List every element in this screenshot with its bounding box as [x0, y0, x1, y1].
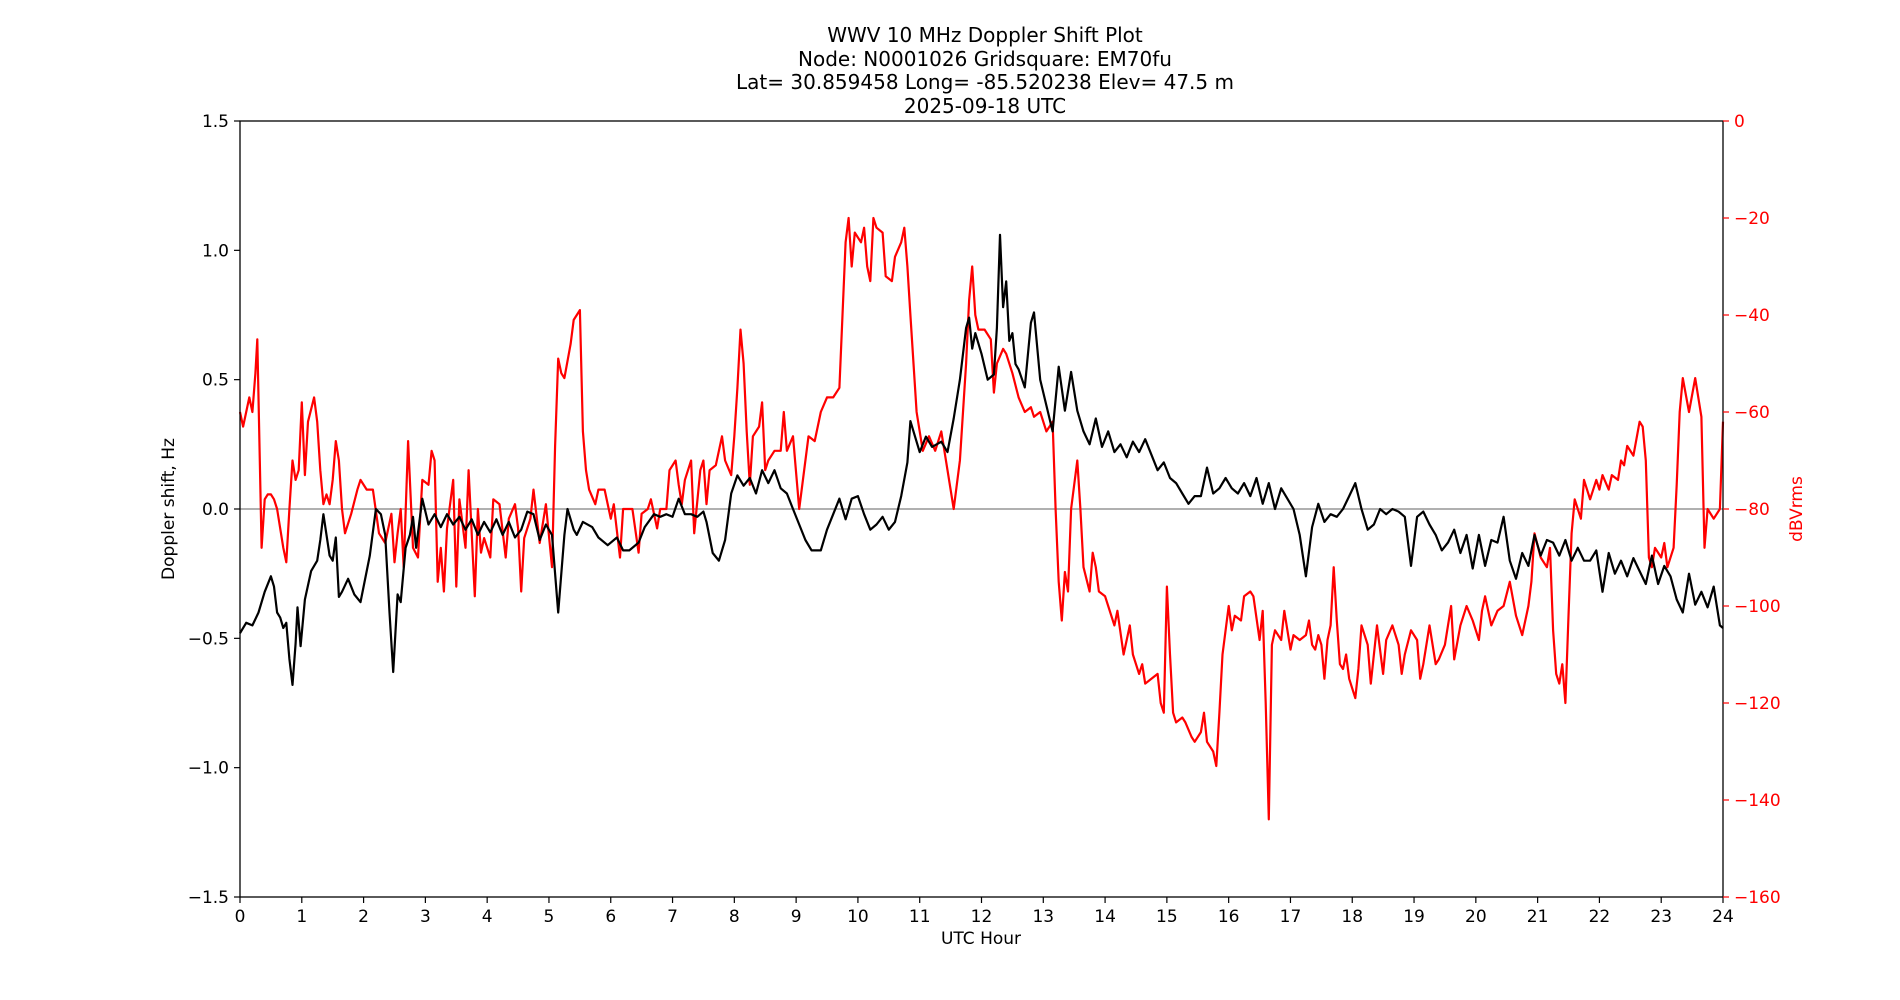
- y2-tick-label: −60: [1734, 403, 1770, 423]
- x-tick-label: 13: [1032, 907, 1054, 927]
- doppler-shift-line: [239, 233, 1724, 686]
- left-y-axis-ticks: 1.5 1.0 0.5 0.0 −0.5 −1.0 −1.5: [188, 112, 240, 908]
- x-tick-label: 20: [1465, 907, 1487, 927]
- x-tick-label: 11: [909, 907, 931, 927]
- y2-tick-label: −140: [1734, 791, 1781, 811]
- y2-axis-label: dBVrms: [1787, 476, 1807, 542]
- x-tick-label: 7: [667, 907, 678, 927]
- x-tick-label: 0: [235, 907, 246, 927]
- y-tick-label: −0.5: [188, 629, 229, 649]
- y-tick-label: 0.0: [202, 500, 229, 520]
- y2-tick-label: −100: [1734, 597, 1781, 617]
- x-tick-label: 18: [1341, 907, 1363, 927]
- x-tick-label: 3: [420, 907, 431, 927]
- x-tick-label: 5: [544, 907, 555, 927]
- y-tick-label: −1.5: [188, 888, 229, 908]
- series-layer: [238, 216, 1725, 821]
- x-tick-label: 22: [1589, 907, 1611, 927]
- x-tick-label: 10: [847, 907, 869, 927]
- y2-tick-label: −80: [1734, 500, 1770, 520]
- signal-level-line: [238, 216, 1725, 821]
- y-axis-label: Doppler shift, Hz: [159, 438, 179, 580]
- title-line-1: WWV 10 MHz Doppler Shift Plot: [827, 23, 1143, 47]
- y2-tick-label: −120: [1734, 694, 1781, 714]
- x-tick-label: 21: [1527, 907, 1549, 927]
- title-line-2: Node: N0001026 Gridsquare: EM70fu: [798, 47, 1172, 71]
- x-tick-label: 19: [1403, 907, 1425, 927]
- x-tick-label: 16: [1218, 907, 1240, 927]
- y2-tick-label: −160: [1734, 888, 1781, 908]
- title-line-3: Lat= 30.859458 Long= -85.520238 Elev= 47…: [736, 70, 1234, 94]
- y-tick-label: 1.5: [202, 112, 229, 132]
- x-tick-label: 8: [729, 907, 740, 927]
- y2-tick-label: −40: [1734, 306, 1770, 326]
- x-tick-label: 23: [1650, 907, 1672, 927]
- x-tick-label: 2: [358, 907, 369, 927]
- x-tick-label: 24: [1712, 907, 1734, 927]
- y-tick-label: −1.0: [188, 759, 229, 779]
- x-tick-label: 12: [971, 907, 993, 927]
- y-tick-label: 1.0: [202, 241, 229, 261]
- x-tick-label: 14: [1094, 907, 1116, 927]
- y2-tick-label: −20: [1734, 209, 1770, 229]
- title-line-4: 2025-09-18 UTC: [904, 94, 1066, 118]
- x-tick-label: 1: [296, 907, 307, 927]
- x-tick-label: 17: [1280, 907, 1302, 927]
- x-tick-label: 9: [791, 907, 802, 927]
- y2-tick-label: 0: [1734, 112, 1745, 132]
- x-tick-label: 6: [605, 907, 616, 927]
- x-tick-label: 15: [1156, 907, 1178, 927]
- y-tick-label: 0.5: [202, 371, 229, 391]
- x-axis-ticks: 0 1 2 3 4 5 6 7 8 9 10 11 12 13 14 15 16 17 18 19 20 21 22 23 24: [235, 897, 1734, 927]
- x-tick-label: 4: [482, 907, 493, 927]
- chart-title: WWV 10 MHz Doppler Shift Plot Node: N000…: [736, 23, 1234, 118]
- right-y-axis-ticks: 0 −20 −40 −60 −80 −100 −120 −140 −160: [1723, 112, 1781, 908]
- x-axis-label: UTC Hour: [941, 929, 1021, 949]
